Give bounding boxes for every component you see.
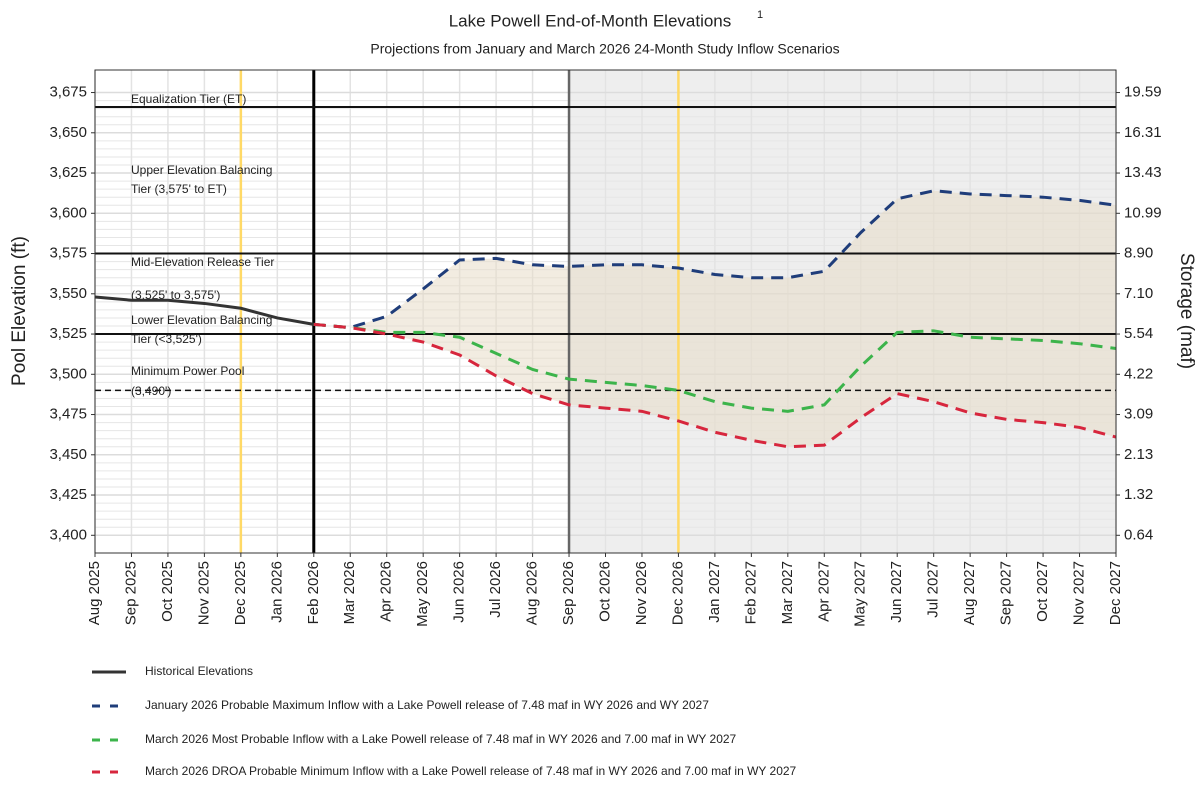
x-tick-label: Dec 2026 xyxy=(669,561,686,625)
y2-tick-label: 5.54 xyxy=(1124,325,1153,342)
x-tick-label: Oct 2027 xyxy=(1034,561,1051,622)
y-tick-label: 3,400 xyxy=(49,526,87,543)
y2-axis-label: Storage (maf) xyxy=(1176,253,1197,369)
tier-label: Mid-Elevation Release Tier xyxy=(131,255,274,269)
x-tick-label: Jun 2026 xyxy=(451,561,468,623)
x-tick-label: Jan 2027 xyxy=(706,561,723,623)
x-tick-label: Sep 2025 xyxy=(122,561,139,625)
x-tick-label: Feb 2026 xyxy=(305,561,322,624)
x-tick-label: Apr 2027 xyxy=(815,561,832,622)
tier-label: Equalization Tier (ET) xyxy=(131,92,246,106)
chart-title: Lake Powell End-of-Month Elevations xyxy=(449,11,732,30)
tier-label: Tier (<3,525') xyxy=(131,332,202,346)
tier-label: (3,490') xyxy=(131,384,171,398)
x-tick-label: Jun 2027 xyxy=(888,561,905,623)
y2-tick-label: 16.31 xyxy=(1124,124,1162,141)
y2-tick-label: 8.90 xyxy=(1124,245,1153,262)
series-line xyxy=(313,322,1117,413)
tier-label: Upper Elevation Balancing xyxy=(131,163,272,177)
y-tick-label: 3,600 xyxy=(49,204,87,221)
tier-label: (3,525' to 3,575') xyxy=(131,288,220,302)
y2-tick-label: 7.10 xyxy=(1124,285,1153,302)
y-tick-label: 3,650 xyxy=(49,124,87,141)
chart-subtitle: Projections from January and March 2026 … xyxy=(370,41,839,57)
x-tick-label: Dec 2025 xyxy=(232,561,249,625)
x-tick-label: Jul 2026 xyxy=(487,561,504,618)
title-footnote: 1 xyxy=(757,9,763,21)
y-tick-label: 3,500 xyxy=(49,365,87,382)
x-tick-label: May 2026 xyxy=(414,561,431,627)
x-tick-label: Mar 2026 xyxy=(341,561,358,624)
x-tick-label: May 2027 xyxy=(852,561,869,627)
y-tick-label: 3,425 xyxy=(49,486,87,503)
y2-tick-label: 13.43 xyxy=(1124,164,1162,181)
y-tick-label: 3,475 xyxy=(49,406,87,423)
x-tick-label: Aug 2027 xyxy=(961,561,978,625)
x-tick-label: Sep 2026 xyxy=(560,561,577,625)
x-tick-label: Aug 2025 xyxy=(86,561,103,625)
y-tick-label: 3,625 xyxy=(49,164,87,181)
y-tick-label: 3,675 xyxy=(49,84,87,101)
y2-tick-label: 10.99 xyxy=(1124,204,1162,221)
y2-tick-label: 4.22 xyxy=(1124,365,1153,382)
x-tick-label: Sep 2027 xyxy=(998,561,1015,625)
y-axis-label: Pool Elevation (ft) xyxy=(9,236,30,386)
tier-label: Minimum Power Pool xyxy=(131,364,244,378)
y2-tick-label: 0.64 xyxy=(1124,526,1153,543)
x-tick-label: Jan 2026 xyxy=(268,561,285,623)
x-tick-label: Apr 2026 xyxy=(378,561,395,622)
scenario-band xyxy=(313,190,1116,447)
tier-label: Lower Elevation Balancing xyxy=(131,313,272,327)
series-line xyxy=(94,295,315,326)
x-tick-label: Mar 2027 xyxy=(779,561,796,624)
x-tick-label: Oct 2026 xyxy=(596,561,613,622)
y2-tick-label: 19.59 xyxy=(1124,84,1162,101)
x-tick-label: Nov 2027 xyxy=(1071,561,1088,625)
x-tick-label: Nov 2025 xyxy=(195,561,212,625)
legend-label: Historical Elevations xyxy=(145,664,253,678)
legend-label: March 2026 DROA Probable Minimum Inflow … xyxy=(145,764,797,778)
y-tick-label: 3,450 xyxy=(49,446,87,463)
y-tick-label: 3,550 xyxy=(49,285,87,302)
y-tick-label: 3,525 xyxy=(49,325,87,342)
y2-tick-label: 3.09 xyxy=(1124,406,1153,423)
y2-tick-label: 2.13 xyxy=(1124,446,1153,463)
legend-label: March 2026 Most Probable Inflow with a L… xyxy=(145,732,737,746)
y2-tick-label: 1.32 xyxy=(1124,486,1153,503)
x-tick-label: Dec 2027 xyxy=(1107,561,1124,625)
series-line xyxy=(313,189,1117,330)
y-tick-label: 3,575 xyxy=(49,245,87,262)
x-tick-label: Oct 2025 xyxy=(159,561,176,622)
x-tick-label: Nov 2026 xyxy=(633,561,650,625)
x-tick-label: Jul 2027 xyxy=(925,561,942,618)
tier-label: Tier (3,575' to ET) xyxy=(131,182,227,196)
x-tick-label: Aug 2026 xyxy=(524,561,541,625)
x-tick-label: Feb 2027 xyxy=(742,561,759,624)
series-line xyxy=(313,322,1117,449)
legend-label: January 2026 Probable Maximum Inflow wit… xyxy=(145,698,709,712)
